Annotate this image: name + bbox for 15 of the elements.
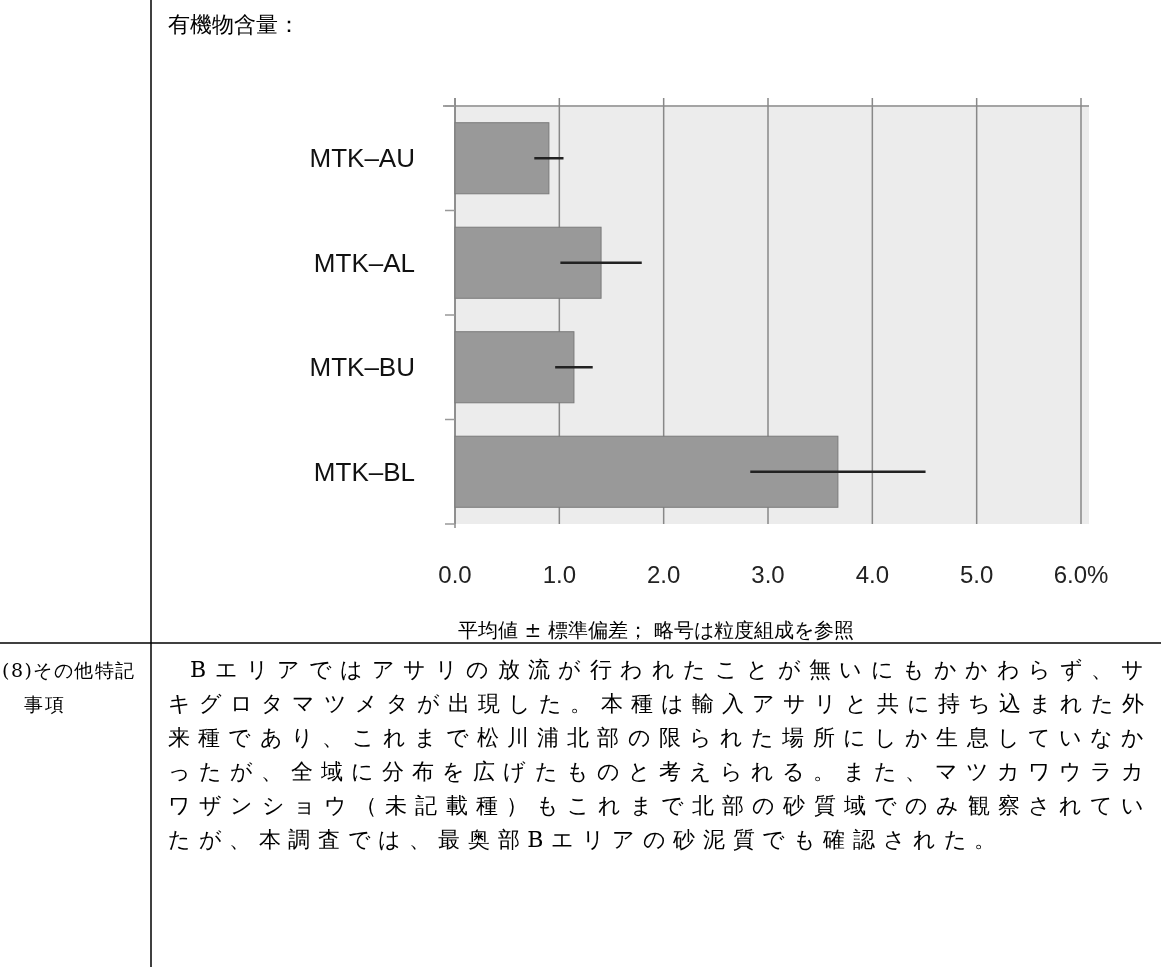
text: Bエリアではアサリの放流が行われたことが無いにもかかわらず、サキグロタマツメタが出現した。本種は輸入アサリと共に持ち込まれた外来種であり、これまで松川浦北部の限られた場所にしか生息していなかったが、全域に分布を広げたものと考えられる。また、マツカワウラカワザンショウ（未記載種）もこれまで北部の砂質域でのみ観察されていたが、本調査では、最奥部Bエリアの砂泥質でも確認された。 — [168, 656, 1152, 854]
x-tick-label: 5.0 — [959, 561, 994, 588]
text: 平均値 ± 標準偏差； 略号は粒度組成を参照 — [457, 618, 855, 642]
x-tick-label: 4.0 — [855, 561, 890, 588]
y-tick-label: MTK–AL — [313, 247, 415, 278]
x-tick-label: 0.0 — [438, 561, 472, 588]
y-tick-label: MTK–BU — [309, 352, 415, 383]
x-tick-label: 3.0 — [751, 561, 785, 588]
text: (8)その他特記事項 — [2, 658, 137, 717]
x-tick-label: 1.0 — [542, 561, 577, 588]
x-tick-label: 2.0 — [646, 561, 681, 588]
text: 有機物含量： — [168, 11, 300, 39]
x-tick-label: 6.0% — [1053, 561, 1109, 588]
y-tick-label: MTK–BL — [313, 456, 415, 487]
y-tick-label: MTK–AU — [309, 143, 415, 174]
